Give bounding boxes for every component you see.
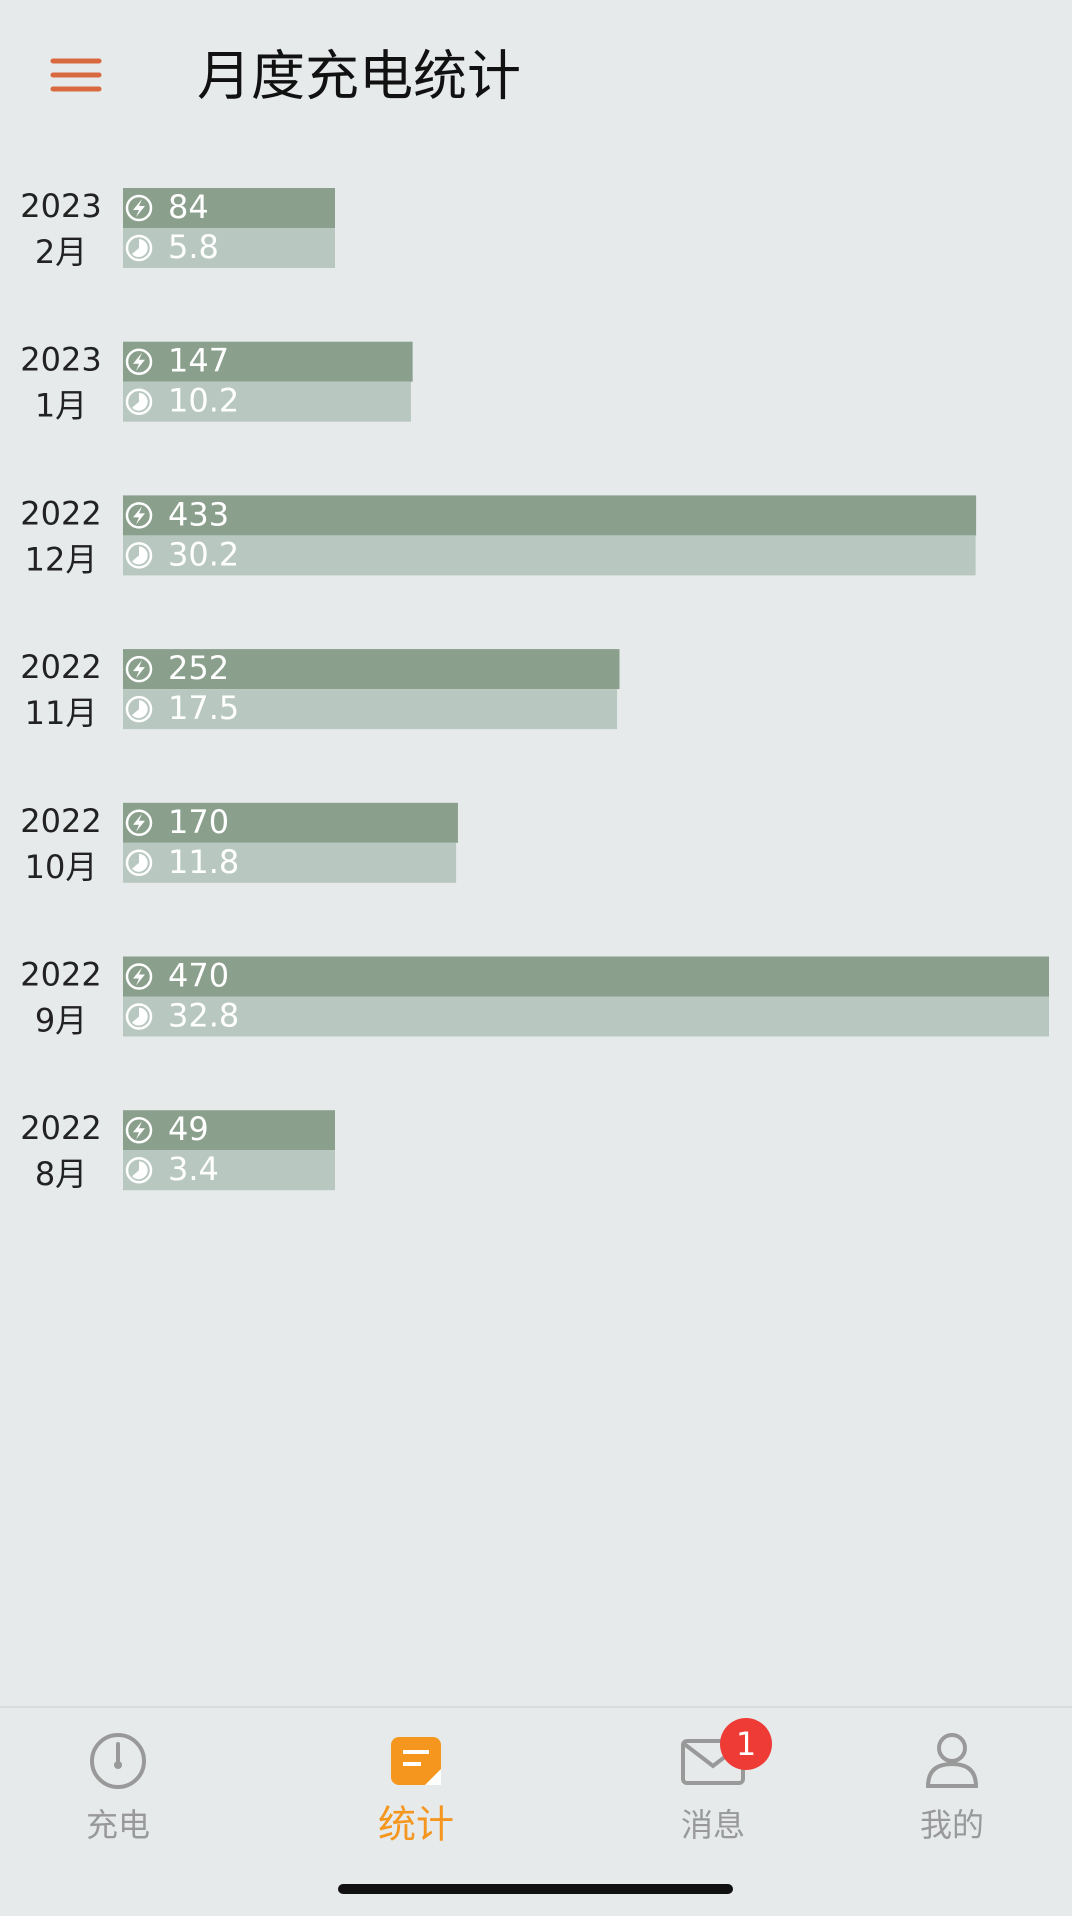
time-icon [125,1156,153,1184]
value-label: 170 [168,803,229,841]
time-icon [125,542,153,569]
clock-icon [132,1161,148,1180]
month-label: 1月 [35,387,87,425]
year-label: 2022 [20,648,101,686]
clock-icon [132,1007,148,1026]
year-label: 2022 [20,494,101,532]
bar [123,689,618,730]
time-icon [125,849,153,877]
value-label: 3.4 [168,1150,219,1188]
bolt-icon [133,967,145,986]
nav-tab[interactable]: 充电 [86,1733,150,1844]
bolt-icon [133,1121,145,1140]
tab-icon [925,1733,979,1788]
tab-icon [391,1737,441,1785]
menu-button[interactable] [50,58,102,92]
bolt-icon [133,199,145,217]
time-icon [125,695,153,723]
month-label: 8月 [35,1155,87,1193]
badge-count: 1 [736,1725,756,1763]
year-label: 2022 [20,1109,101,1147]
year-label: 2023 [20,341,101,379]
energy-icon [125,502,153,529]
energy-icon [125,963,153,990]
month-label: 12月 [25,540,98,578]
clock-icon [132,700,148,719]
bar [123,802,458,843]
nav-tab[interactable]: 我的 [920,1733,984,1844]
nav-tab[interactable]: 统计 [378,1737,454,1847]
month-label: 9月 [35,1002,87,1040]
value-label: 470 [168,957,229,995]
bar [123,381,411,422]
value-label: 49 [168,1110,209,1148]
bar [123,535,976,576]
tab-icon [90,1733,146,1789]
bolt-icon [133,352,145,371]
bar [123,842,457,883]
badge [720,1718,772,1770]
value-label: 252 [168,649,229,687]
year-label: 2022 [20,956,101,994]
bar [123,341,413,382]
value-label: 84 [168,188,209,226]
tab-label: 消息 [681,1806,745,1844]
energy-icon [125,1116,153,1144]
page-title: 月度充电统计 [197,45,521,108]
bar [123,649,620,690]
energy-icon [125,348,153,375]
time-icon [125,1003,153,1030]
year-label: 2022 [20,802,101,840]
clock-icon [132,239,148,257]
month-label: 10月 [25,848,98,886]
energy-icon [125,655,153,683]
time-icon [125,234,153,262]
value-label: 11.8 [168,843,239,881]
clock-icon [132,546,148,565]
clock-icon [132,853,148,872]
energy-icon [125,809,153,837]
energy-icon [125,194,153,222]
bolt-icon [133,660,145,679]
clock-icon [132,392,148,411]
bar [123,188,335,228]
time-icon [125,388,153,415]
bolt-icon [133,813,145,832]
tab-label: 统计 [378,1803,454,1847]
home-indicator [338,1884,733,1894]
bar [123,996,1049,1037]
bar [123,956,1049,997]
value-label: 147 [168,342,229,380]
value-label: 5.8 [168,228,219,266]
bar [123,228,335,268]
month-label: 11月 [25,694,98,732]
bottom-nav: 充电 统计 消息 我的 1 [86,1718,984,1847]
tab-label: 我的 [920,1806,984,1844]
month-label: 2月 [35,233,87,271]
value-label: 32.8 [168,997,239,1035]
year-label: 2023 [20,187,101,225]
value-label: 10.2 [168,382,239,420]
bar [123,495,977,536]
value-label: 17.5 [168,689,239,727]
value-label: 30.2 [168,535,239,573]
bolt-icon [133,506,145,525]
value-label: 433 [168,495,229,533]
tab-label: 充电 [86,1806,150,1844]
bar [123,1150,335,1191]
bar [123,1110,335,1151]
